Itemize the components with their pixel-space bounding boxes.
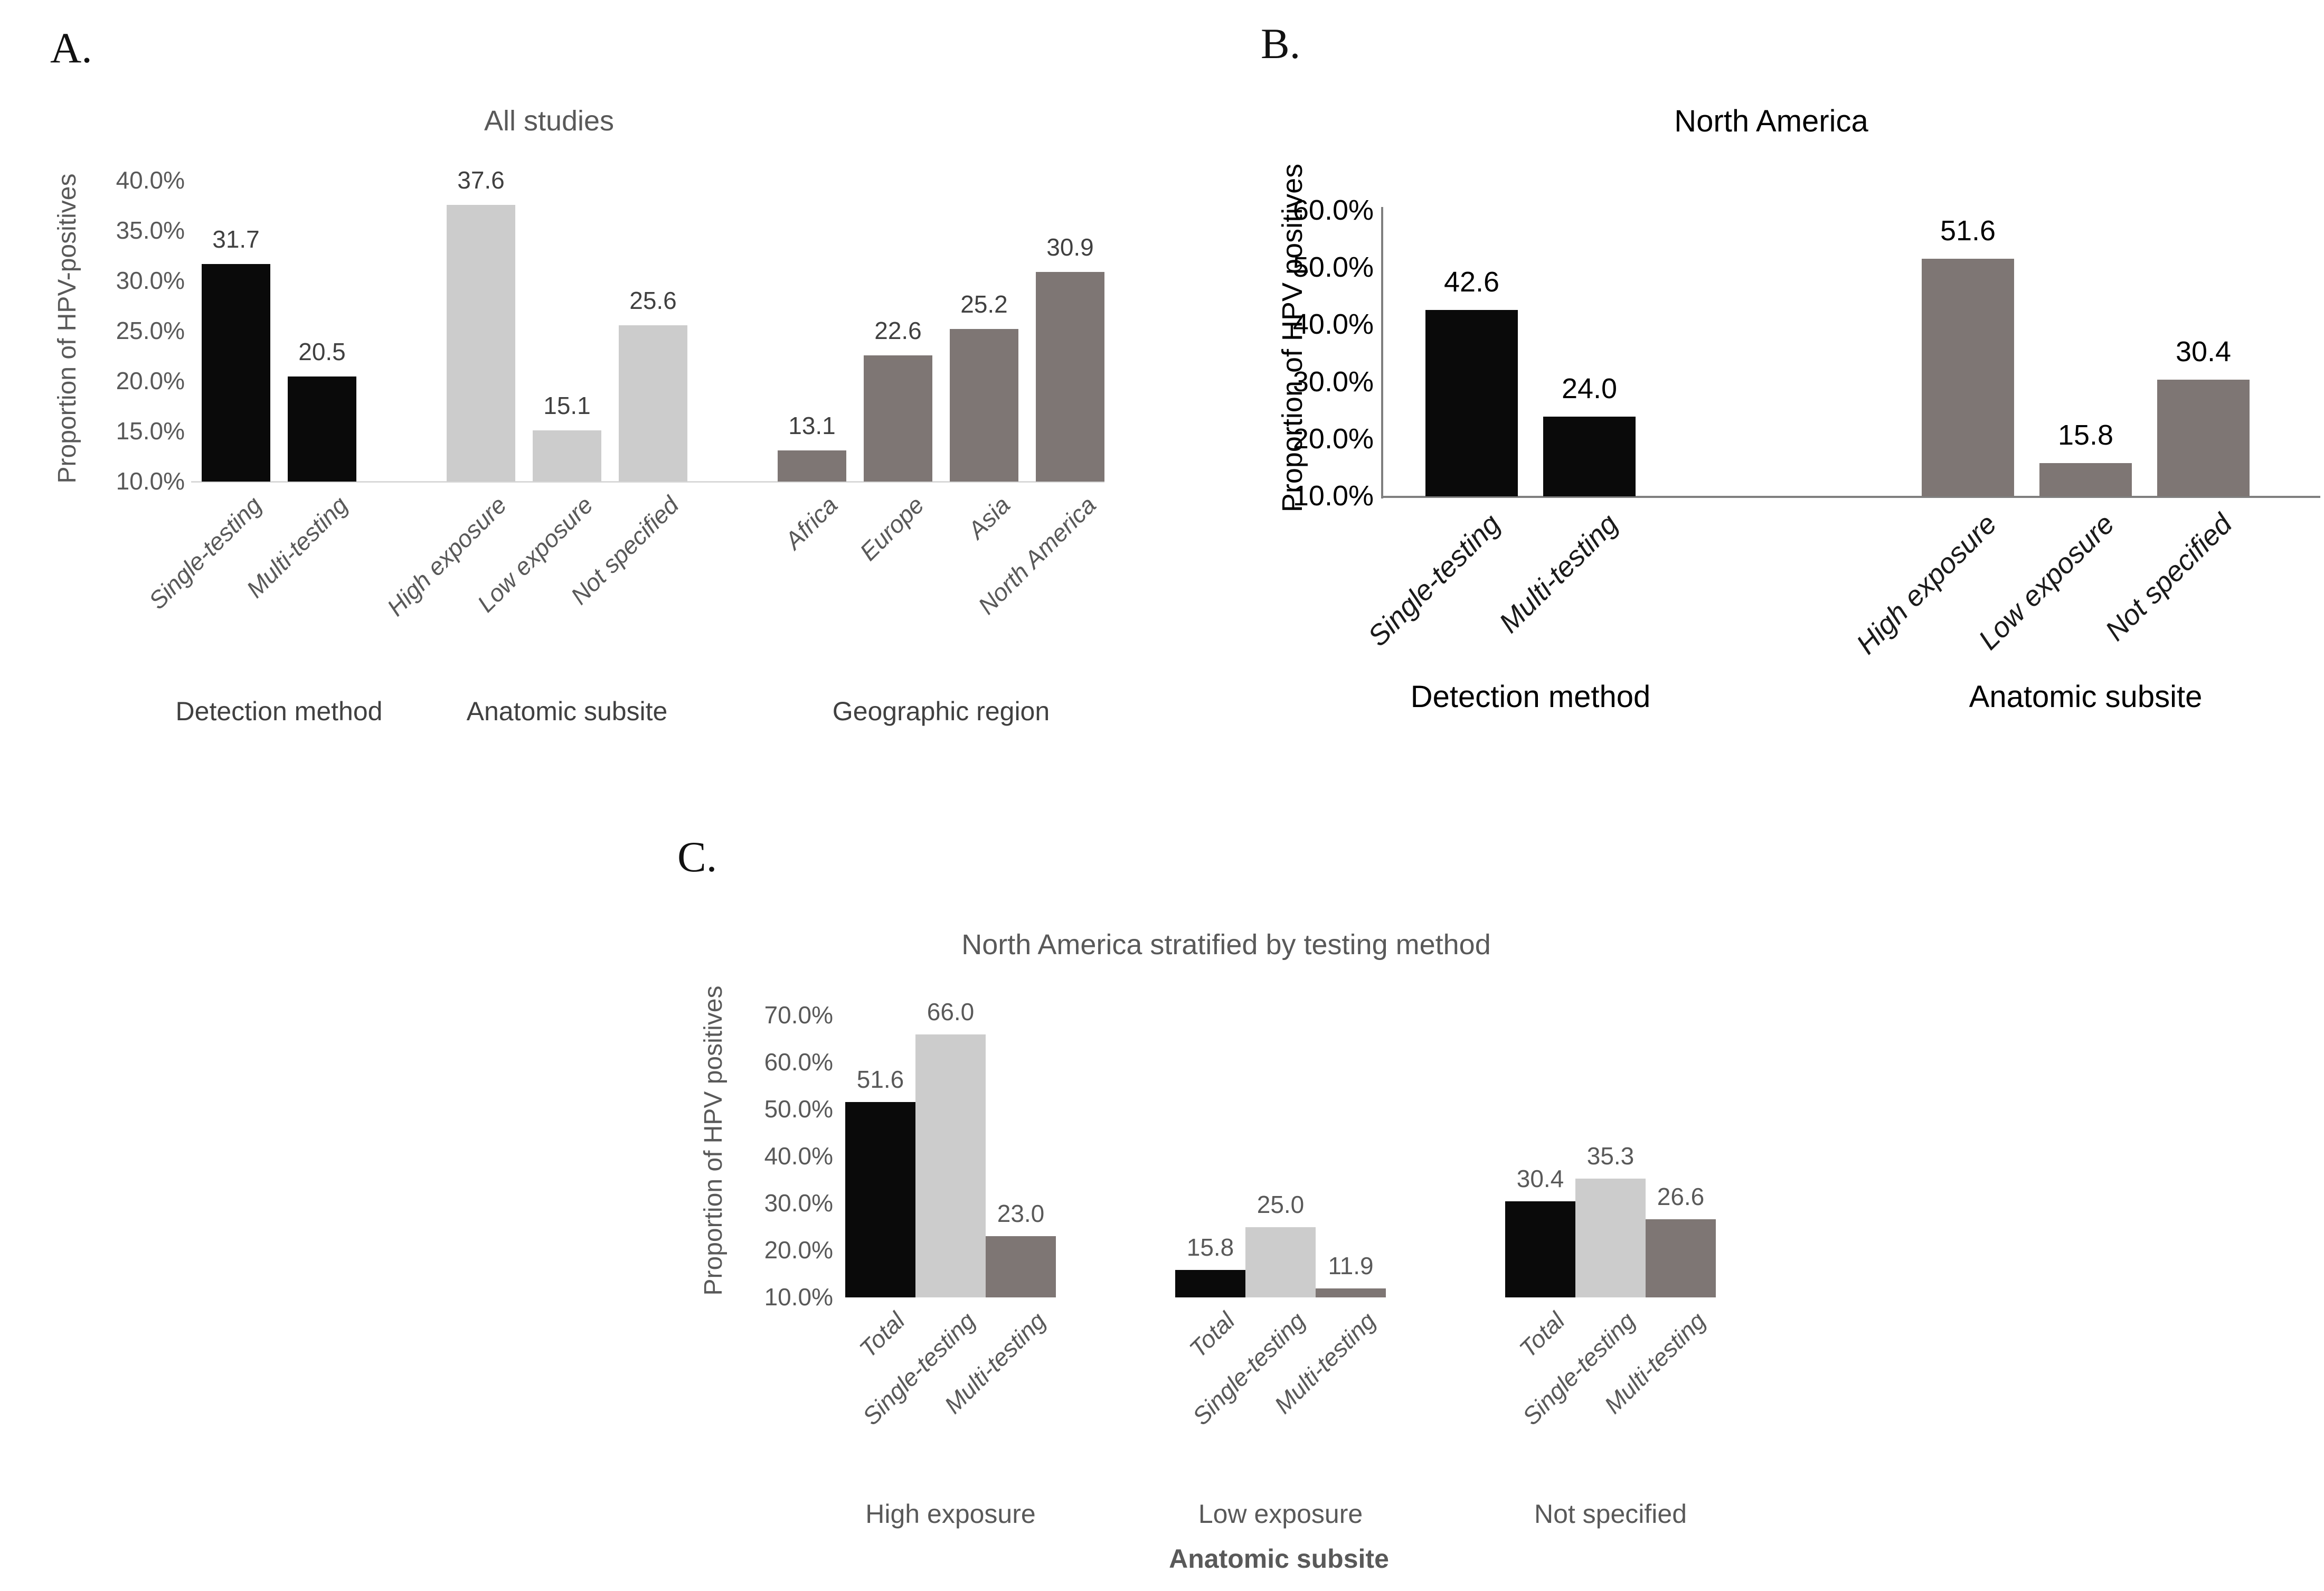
chart-title: North America stratified by testing meth… xyxy=(961,929,1491,961)
y-tick-label: 70.0% xyxy=(764,1001,833,1029)
bar xyxy=(1922,258,2014,496)
bar-value-label: 25.0 xyxy=(1257,1190,1305,1218)
bar-value-label: 11.9 xyxy=(1328,1252,1374,1280)
x-group-label: Detection method xyxy=(1410,680,1651,714)
bar-value-label: 13.1 xyxy=(788,412,836,440)
x-category-label: Not specified xyxy=(2099,507,2238,647)
y-tick-label: 30.0% xyxy=(1292,365,1374,398)
bar-value-label: 15.1 xyxy=(543,392,591,420)
x-group-label: Anatomic subsite xyxy=(1969,680,2203,714)
y-tick-label: 60.0% xyxy=(764,1048,833,1076)
bar xyxy=(1175,1270,1245,1297)
x-group-label: Low exposure xyxy=(1198,1499,1363,1529)
bar-value-label: 51.6 xyxy=(1940,214,1996,247)
bar xyxy=(288,376,356,482)
bar xyxy=(986,1236,1056,1297)
bar xyxy=(1575,1178,1646,1297)
y-tick-label: 20.0% xyxy=(1292,422,1374,455)
x-category-label: Europe xyxy=(854,491,929,566)
x-axis-title: Anatomic subsite xyxy=(1169,1544,1389,1574)
y-tick-label: 60.0% xyxy=(1292,194,1374,226)
bar xyxy=(778,450,846,482)
y-tick-label: 50.0% xyxy=(1292,251,1374,284)
y-tick-label: 40.0% xyxy=(116,166,185,194)
bar-value-label: 30.4 xyxy=(1516,1165,1564,1193)
bar-value-label: 37.6 xyxy=(457,166,505,194)
panel-letter-a: A. xyxy=(50,24,92,72)
chart-title: North America xyxy=(1674,104,1868,138)
bar xyxy=(2039,463,2132,496)
y-tick-label: 15.0% xyxy=(116,417,185,445)
x-category-label: Africa xyxy=(779,491,843,554)
panel-letter-b: B. xyxy=(1261,20,1301,68)
y-tick-label: 30.0% xyxy=(764,1189,833,1217)
bar xyxy=(1543,416,1636,496)
y-tick-label: 10.0% xyxy=(764,1283,833,1311)
x-category-label: Total xyxy=(854,1306,911,1363)
bar xyxy=(864,355,932,482)
bar xyxy=(619,325,687,482)
y-axis-title: Proportion of HPV-positives xyxy=(53,173,81,484)
x-group-label: Geographic region xyxy=(832,696,1050,726)
bar-value-label: 24.0 xyxy=(1561,372,1618,404)
bar xyxy=(1316,1288,1386,1297)
y-axis-line xyxy=(1381,207,1383,498)
x-category-label: Asia xyxy=(962,491,1015,544)
y-axis-title: Proportion of HPV positives xyxy=(700,985,728,1296)
chart-title: All studies xyxy=(484,105,615,137)
y-tick-label: 10.0% xyxy=(116,467,185,495)
bar-value-label: 23.0 xyxy=(997,1200,1045,1228)
bar-value-label: 51.6 xyxy=(856,1065,904,1093)
x-category-label: Total xyxy=(1184,1306,1241,1363)
bar xyxy=(2157,380,2250,496)
y-tick-label: 30.0% xyxy=(116,267,185,295)
y-tick-label: 10.0% xyxy=(1292,479,1374,512)
bar xyxy=(1245,1227,1316,1297)
bar-value-label: 26.6 xyxy=(1657,1183,1705,1211)
panel-letter-c: C. xyxy=(677,833,717,881)
bar-value-label: 15.8 xyxy=(1186,1234,1234,1261)
bar-value-label: 30.4 xyxy=(2175,336,2232,368)
bar-value-label: 20.5 xyxy=(298,337,346,365)
bar xyxy=(950,329,1018,482)
bar xyxy=(447,204,515,482)
y-tick-label: 20.0% xyxy=(764,1236,833,1264)
bar-value-label: 25.6 xyxy=(629,286,677,314)
bar xyxy=(915,1034,986,1297)
x-category-label: Total xyxy=(1514,1306,1571,1363)
bar-value-label: 35.3 xyxy=(1586,1142,1635,1170)
y-tick-label: 50.0% xyxy=(764,1095,833,1123)
y-tick-label: 35.0% xyxy=(116,216,185,244)
bar-value-label: 30.9 xyxy=(1046,233,1094,261)
bar xyxy=(533,430,601,482)
y-tick-label: 40.0% xyxy=(764,1142,833,1170)
y-tick-label: 40.0% xyxy=(1292,308,1374,341)
y-tick-label: 20.0% xyxy=(116,367,185,395)
y-tick-label: 25.0% xyxy=(116,317,185,345)
x-group-label: Anatomic subsite xyxy=(466,696,668,726)
x-category-label: Single-testing xyxy=(143,491,267,615)
x-group-label: High exposure xyxy=(865,1499,1036,1529)
bar xyxy=(202,263,270,482)
bar xyxy=(1646,1219,1716,1297)
x-group-label: Detection method xyxy=(175,696,383,726)
bar xyxy=(845,1102,915,1297)
x-group-label: Not specified xyxy=(1534,1499,1687,1529)
x-axis-line xyxy=(191,481,1104,483)
bar-value-label: 25.2 xyxy=(960,290,1008,318)
bar xyxy=(1036,271,1104,482)
bar-value-label: 15.8 xyxy=(2057,419,2114,451)
bar-value-label: 66.0 xyxy=(927,997,975,1025)
bar-value-label: 42.6 xyxy=(1443,266,1500,298)
x-category-label: Multi-testing xyxy=(1493,507,1624,639)
bar-value-label: 22.6 xyxy=(874,316,922,344)
x-axis-line xyxy=(1381,496,2320,498)
bar xyxy=(1505,1201,1575,1297)
bar-value-label: 31.7 xyxy=(212,225,260,253)
x-category-label: Single-testing xyxy=(1362,507,1507,653)
bar xyxy=(1425,310,1518,496)
